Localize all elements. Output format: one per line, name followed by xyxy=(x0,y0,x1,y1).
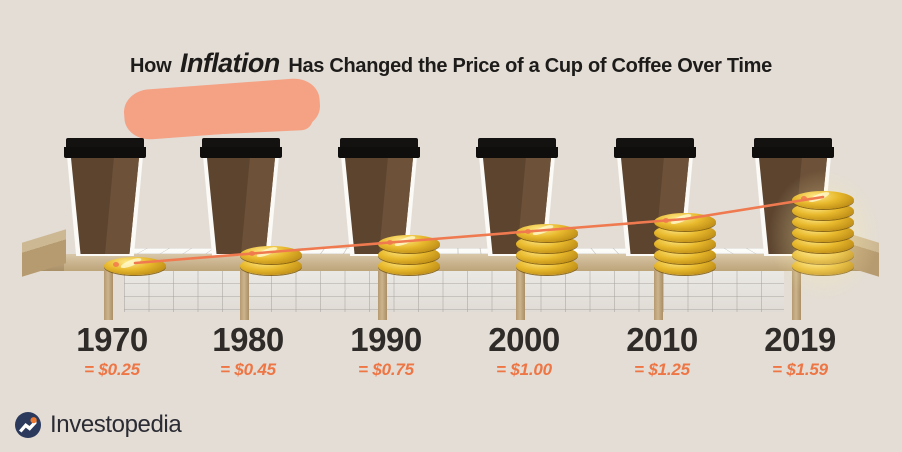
price-label: = $1.00 xyxy=(496,360,552,379)
title-prefix: How xyxy=(130,55,172,77)
page-title: How Inflation Has Changed the Price of a… xyxy=(0,48,902,79)
cup-body xyxy=(207,158,275,254)
coin-shine xyxy=(531,223,555,238)
cup-lid-rim xyxy=(752,147,834,158)
coin-accent-dot xyxy=(112,261,119,267)
price-label: = $1.59 xyxy=(772,360,828,379)
coin-accent-dot xyxy=(386,239,393,245)
year-column-1980: 1980 = $0.45 xyxy=(173,322,323,382)
year-column-2019: 2019 = $1.59 xyxy=(725,322,875,382)
cup-lid xyxy=(340,138,418,149)
coin-stack-2010 xyxy=(654,212,716,275)
coin-shine xyxy=(119,256,143,271)
year-column-1970: 1970 = $0.25 xyxy=(37,322,187,382)
cup-lid-rim xyxy=(64,147,146,158)
coin-stack-2000 xyxy=(516,223,578,275)
cup-lid xyxy=(478,138,556,149)
price-label: = $0.25 xyxy=(84,360,140,379)
investopedia-wordmark: Investopedia xyxy=(50,411,182,438)
cup-lid xyxy=(754,138,832,149)
year-label: 1990 xyxy=(350,321,422,358)
investopedia-swoosh-icon xyxy=(15,412,41,438)
year-label: 2019 xyxy=(764,321,836,358)
coin-accent-dot xyxy=(524,228,531,234)
price-label: = $0.45 xyxy=(220,360,276,379)
cup-lid-rim xyxy=(338,147,420,158)
cup-lid xyxy=(202,138,280,149)
year-label: 2000 xyxy=(488,321,560,358)
year-column-2010: 2010 = $1.25 xyxy=(587,322,737,382)
coin-accent-dot xyxy=(248,250,255,256)
highlighter-stroke xyxy=(122,76,322,142)
coin-shine xyxy=(669,212,693,227)
title-block: How Inflation Has Changed the Price of a… xyxy=(0,48,902,142)
coin xyxy=(654,212,716,231)
year-label: 1980 xyxy=(212,321,284,358)
cup-lid-rim xyxy=(200,147,282,158)
title-emphasis: Inflation xyxy=(180,48,280,78)
shelf-post xyxy=(516,270,525,320)
price-label: = $1.25 xyxy=(634,360,690,379)
shelf-post xyxy=(654,270,663,320)
coin-shine xyxy=(393,234,417,249)
coin-stack-1990 xyxy=(378,234,440,275)
shelf-post xyxy=(240,270,249,320)
title-suffix: Has Changed the Price of a Cup of Coffee… xyxy=(288,55,772,77)
coffee-cup-1970 xyxy=(64,138,146,256)
coin xyxy=(240,245,302,264)
coffee-cup-1980 xyxy=(200,138,282,256)
coin xyxy=(516,223,578,242)
cup-lid xyxy=(616,138,694,149)
shelf-post xyxy=(792,270,801,320)
coin xyxy=(792,190,854,209)
cup-lid xyxy=(66,138,144,149)
coin-accent-dot xyxy=(800,195,807,201)
coin-stack-1980 xyxy=(240,245,302,275)
coin xyxy=(104,256,166,275)
year-label: 2010 xyxy=(626,321,698,358)
year-column-2000: 2000 = $1.00 xyxy=(449,322,599,382)
investopedia-logo[interactable]: Investopedia xyxy=(14,409,182,441)
cup-lid-rim xyxy=(476,147,558,158)
year-label: 1970 xyxy=(76,321,148,358)
shelf-post xyxy=(104,270,113,320)
year-column-1990: 1990 = $0.75 xyxy=(311,322,461,382)
cup-body xyxy=(71,158,139,254)
price-label: = $0.75 xyxy=(358,360,414,379)
coin-stack-2019 xyxy=(768,169,880,301)
coin xyxy=(378,234,440,253)
cup-lid-rim xyxy=(614,147,696,158)
shelf-post xyxy=(378,270,387,320)
coin-shine xyxy=(807,190,831,205)
coin-shine xyxy=(255,245,279,260)
grid-surface-front xyxy=(124,270,784,312)
coin-stack-1970 xyxy=(104,256,166,275)
coin-accent-dot xyxy=(662,217,669,223)
